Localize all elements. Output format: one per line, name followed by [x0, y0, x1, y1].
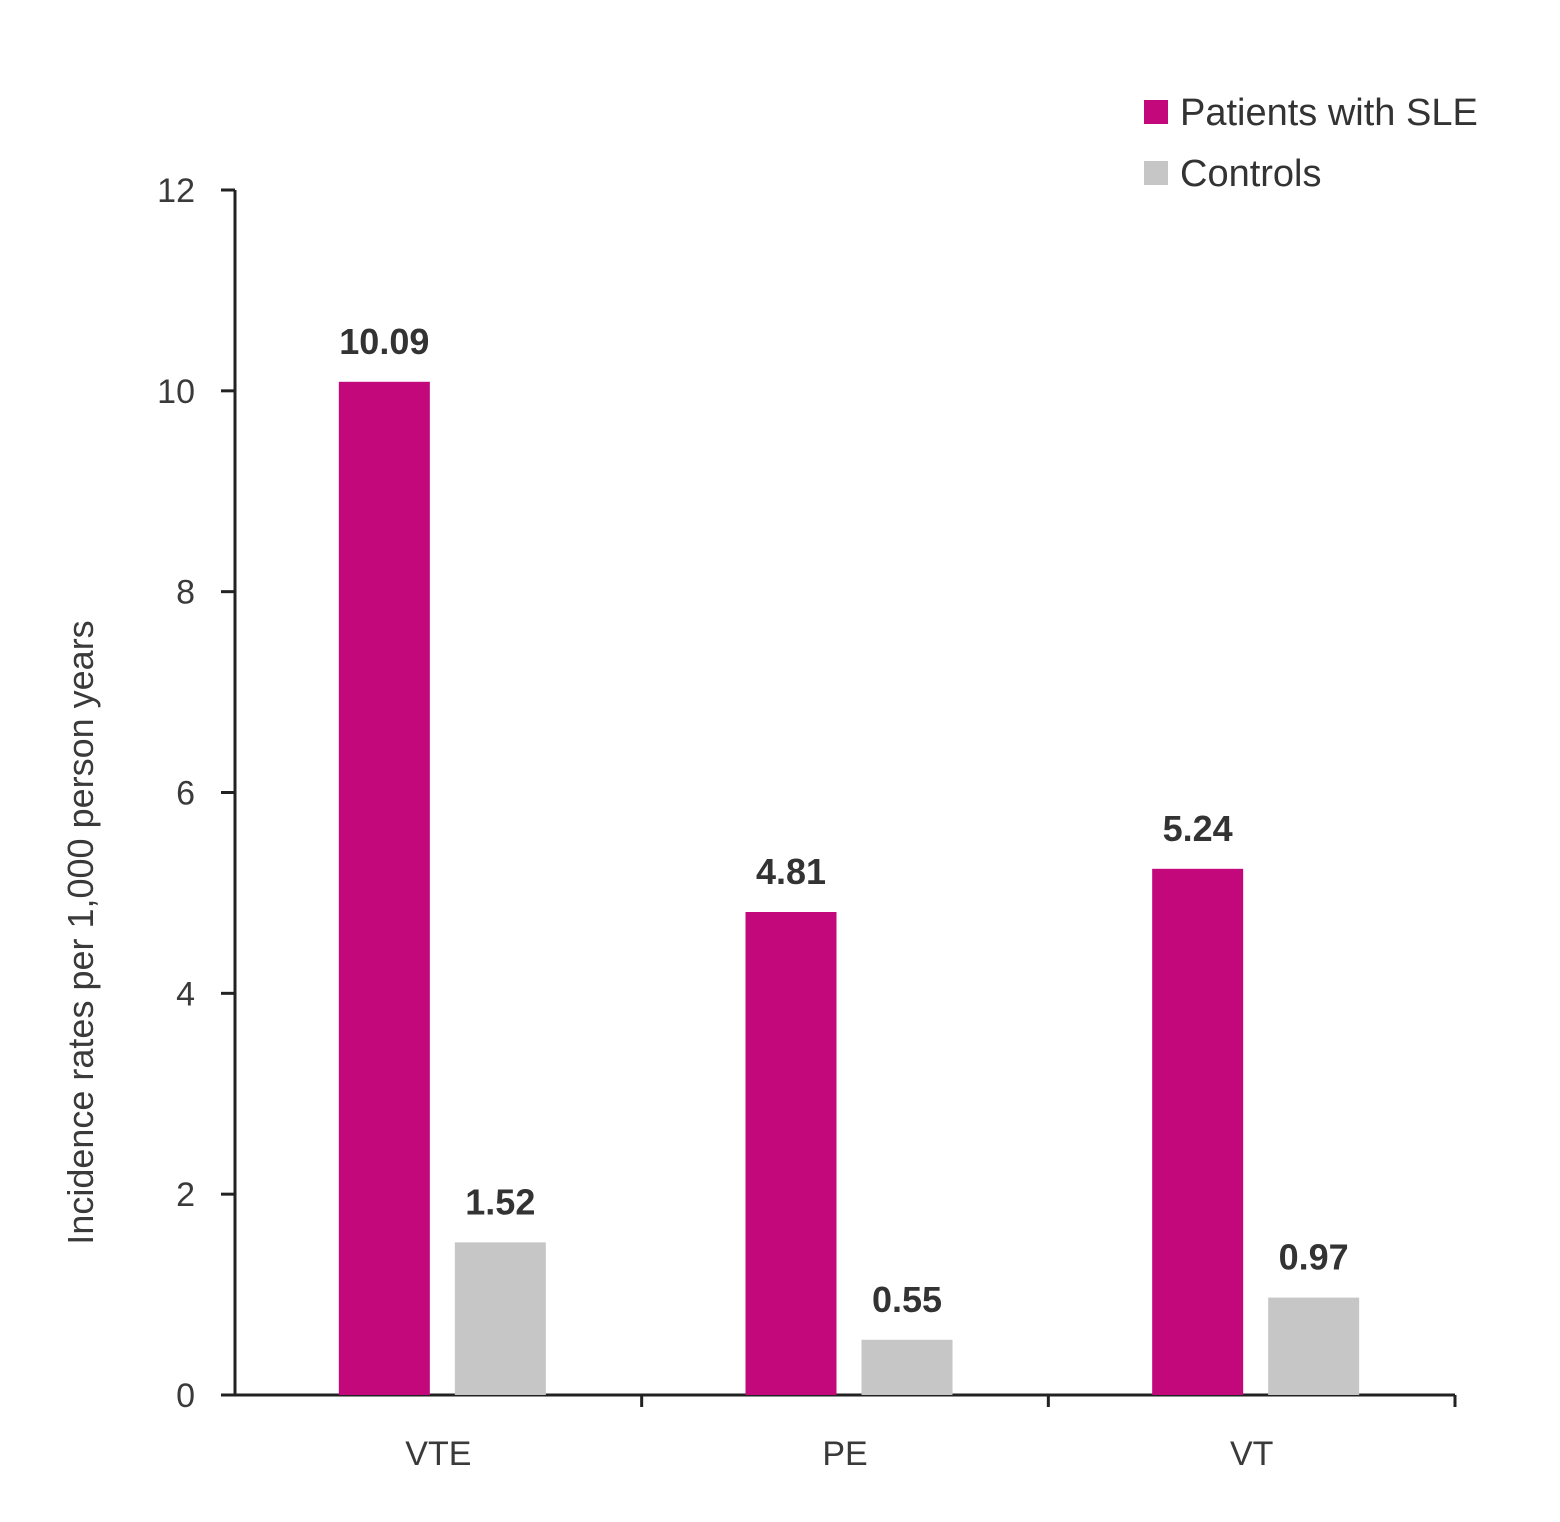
bar: [1152, 868, 1244, 1395]
x-ticks: VTE PE VT: [405, 1395, 1457, 1473]
y-tick-label: 10: [157, 373, 195, 411]
legend-swatch: [1144, 100, 1168, 124]
legend-label: Controls: [1180, 153, 1322, 195]
data-label: 0.55: [872, 1279, 942, 1320]
bar: [745, 911, 837, 1395]
y-tick-label: 2: [176, 1176, 195, 1214]
y-tick-label: 8: [176, 574, 195, 612]
bars: [338, 381, 1360, 1395]
x-tick-label: VTE: [405, 1435, 471, 1473]
data-label: 0.97: [1279, 1237, 1349, 1278]
data-label: 4.81: [756, 851, 826, 892]
bar: [338, 381, 430, 1395]
legend: Patients with SLE Controls: [1144, 92, 1478, 195]
x-tick-label: VT: [1230, 1435, 1273, 1473]
y-tick-label: 0: [176, 1377, 195, 1415]
bar: [1268, 1297, 1360, 1395]
x-tick-label: PE: [822, 1435, 867, 1473]
y-tick-label: 12: [157, 172, 195, 210]
y-axis-title: Incidence rates per 1,000 person years: [60, 620, 101, 1244]
y-tick-label: 4: [176, 975, 195, 1013]
data-label: 10.09: [339, 321, 429, 362]
data-label: 1.52: [465, 1181, 535, 1222]
bar: [861, 1339, 953, 1395]
y-ticks: 0 2 4 6 8 10 12: [157, 172, 235, 1415]
data-labels: 10.09 1.52 4.81 0.55 5.24 0.97: [339, 321, 1348, 1320]
bar: [454, 1242, 546, 1395]
legend-label: Patients with SLE: [1180, 92, 1478, 134]
legend-swatch: [1144, 161, 1168, 185]
data-label: 5.24: [1163, 808, 1233, 849]
y-tick-label: 6: [176, 775, 195, 813]
